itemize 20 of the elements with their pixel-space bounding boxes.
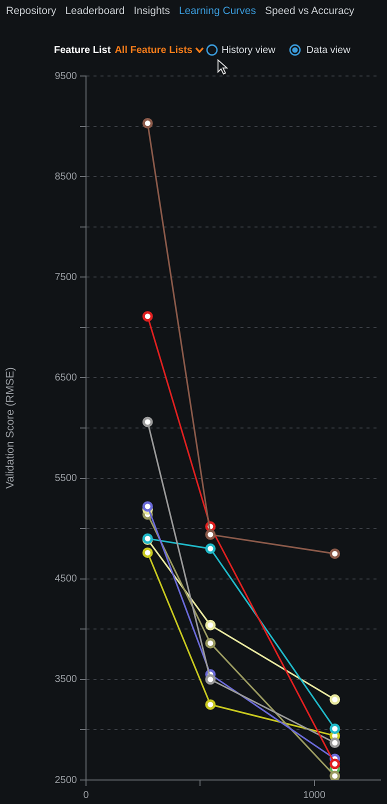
text: Speed vs Accuracy	[265, 5, 354, 17]
text: Insights	[134, 5, 170, 17]
y-tick-label: 9500	[54, 70, 78, 82]
y-tick-label: 2500	[54, 774, 78, 786]
y-tick-label: 3500	[54, 674, 78, 686]
text: Data view	[306, 44, 350, 56]
y-axis-title: Validation Score (RMSE)	[4, 367, 17, 489]
x-tick-label: 0	[83, 790, 90, 801]
y-tick-label: 8500	[54, 171, 78, 182]
y-tick-label: 5500	[54, 473, 78, 484]
text: Leaderboard	[65, 5, 125, 17]
y-tick-label: 7500	[54, 272, 78, 283]
text: Feature List	[54, 44, 111, 56]
text: History view	[222, 44, 276, 56]
text: All Feature Lists	[114, 44, 192, 56]
y-tick-label: 4500	[54, 574, 78, 585]
y-tick-label: 6500	[54, 372, 78, 384]
text: Learning Curves	[178, 5, 256, 17]
text: Repository	[6, 5, 56, 17]
x-tick-label: 1000	[303, 790, 326, 801]
